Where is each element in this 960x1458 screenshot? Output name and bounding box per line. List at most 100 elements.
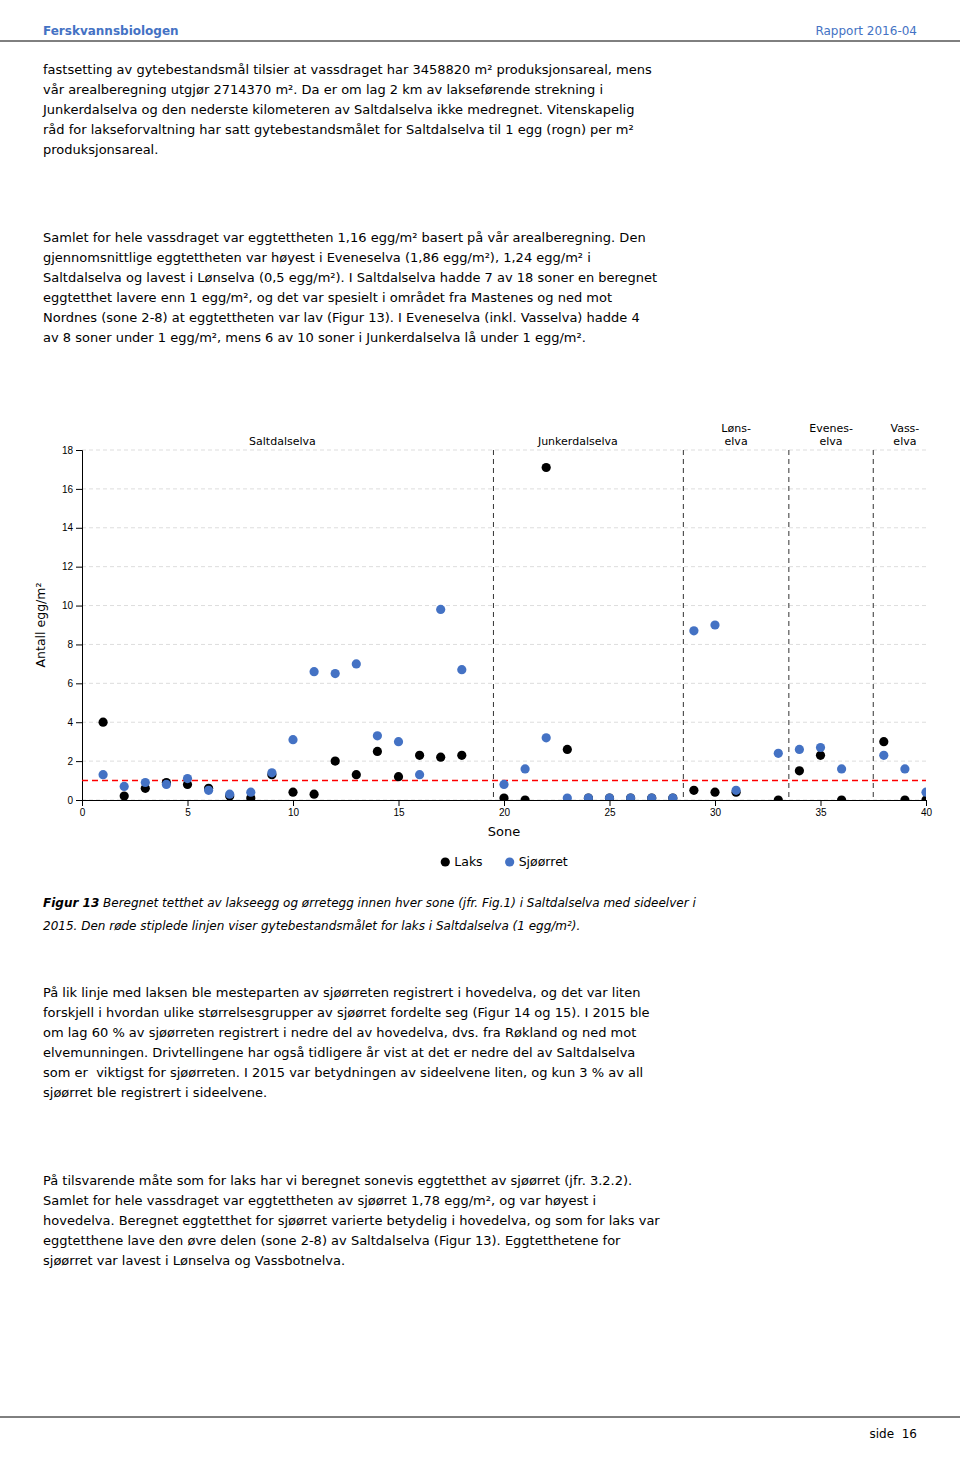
caption-bold: Figur 13: [43, 896, 99, 910]
paragraph-line: forskjell i hvordan ulike størrelsesgrup…: [43, 1005, 650, 1020]
section-label-line: Saltdalselva: [249, 435, 316, 448]
paragraph-line: råd for lakseforvaltning har satt gytebe…: [43, 122, 634, 137]
tick-mark: [76, 644, 82, 645]
point: [373, 731, 382, 740]
point: [162, 780, 171, 789]
grid-line: [82, 683, 926, 684]
tick-mark: [821, 800, 822, 806]
paragraph-line: Junkerdalselva og den nederste kilometer…: [42, 102, 634, 117]
tick: 12: [62, 561, 82, 572]
tick: 18: [62, 445, 82, 456]
legend: Laks Sjøørret: [441, 854, 568, 869]
chart: 0510152025303540024681012141618Saltdalse…: [33, 422, 932, 869]
plot-area: [82, 450, 926, 800]
tick-label: 18: [62, 445, 74, 456]
tick-label: 20: [499, 807, 511, 818]
x-axis-title: Sone: [488, 824, 520, 839]
point: [352, 770, 361, 779]
tick: 16: [62, 484, 82, 495]
paragraph: fastsetting av gytebestandsmål tilsier a…: [42, 62, 652, 157]
tick-mark: [76, 761, 82, 762]
tick: 15: [393, 800, 405, 818]
paragraph-line: Samlet for hele vassdraget var eggtetthe…: [43, 230, 646, 245]
section-label: Junkerdalselva: [537, 435, 618, 448]
point: [795, 766, 804, 775]
grid-line: [82, 761, 926, 762]
tick-mark: [76, 489, 82, 490]
section-label-line: Vass-: [890, 422, 919, 435]
point: [668, 793, 677, 800]
legend-item: Sjøørret: [505, 854, 568, 869]
section-label-line: elva: [820, 435, 843, 448]
point: [563, 745, 572, 754]
paragraph-line: På lik linje med laksen ble mesteparten …: [43, 985, 640, 1000]
paragraph-line: produksjonsareal.: [43, 142, 158, 157]
point: [352, 659, 361, 668]
tick-label: 30: [710, 807, 722, 818]
paragraph-line: av 8 soner under 1 egg/m², mens 6 av 10 …: [43, 330, 586, 345]
point: [605, 793, 614, 800]
tick-label: 4: [67, 717, 73, 728]
page: FerskvannsbiologenRapport 2016-04fastset…: [0, 0, 960, 1458]
tick: 35: [815, 800, 827, 818]
tick-mark: [76, 567, 82, 568]
section-label: Løns-elva: [721, 422, 751, 448]
paragraph-line: På tilsvarende måte som for laks har vi …: [43, 1173, 632, 1188]
series: [99, 605, 927, 800]
point: [99, 718, 108, 727]
legend-marker: [441, 857, 450, 866]
point: [563, 793, 572, 800]
point: [120, 782, 129, 791]
section-label-line: elva: [893, 435, 916, 448]
tick: 0: [80, 800, 86, 818]
point: [710, 788, 719, 797]
point: [837, 795, 846, 800]
point: [331, 757, 340, 766]
point: [310, 667, 319, 676]
x-axis: 0510152025303540: [80, 800, 933, 818]
point: [521, 795, 530, 800]
point: [879, 737, 888, 746]
point: [141, 778, 150, 787]
tick-mark: [76, 683, 82, 684]
grid-line: [82, 605, 926, 606]
point: [394, 737, 403, 746]
point: [689, 626, 698, 635]
tick-label: 25: [604, 807, 616, 818]
tick-label: 2: [67, 756, 73, 767]
grid-line: [82, 566, 926, 567]
paragraph-line: gjennomsnittlige eggtettheten var høyest…: [43, 250, 591, 265]
header-left: Ferskvannsbiologen: [43, 24, 179, 38]
paragraph-line: hovedelva. Beregnet eggtetthet for sjøør…: [43, 1213, 660, 1228]
tick: 20: [499, 800, 511, 818]
point: [457, 751, 466, 760]
point: [921, 788, 926, 797]
y-axis-title: Antall egg/m²: [33, 583, 48, 668]
tick-label: 6: [67, 678, 73, 689]
legend-label: Laks: [454, 854, 482, 869]
y-axis: 024681012141618: [62, 445, 83, 806]
tick-mark: [76, 800, 82, 801]
tick: 5: [185, 800, 191, 818]
point: [795, 745, 804, 754]
tick-mark: [76, 606, 82, 607]
tick-label: 0: [80, 807, 86, 818]
point: [521, 764, 530, 773]
paragraph-line: Samlet for hele vassdraget var eggtetthe…: [43, 1193, 596, 1208]
divider: [493, 450, 494, 800]
point: [499, 780, 508, 789]
tick-label: 10: [288, 807, 300, 818]
point: [900, 764, 909, 773]
section-label-line: elva: [725, 435, 748, 448]
point: [225, 790, 234, 799]
legend-label: Sjøørret: [519, 854, 568, 869]
series: [99, 463, 927, 800]
point: [331, 669, 340, 678]
point: [584, 793, 593, 800]
paragraph: Samlet for hele vassdraget var eggtetthe…: [43, 230, 657, 345]
grid-line: [82, 644, 926, 645]
paragraph-line: om lag 60 % av sjøørreten registrert i n…: [43, 1025, 636, 1040]
tick: 0: [67, 795, 82, 806]
legend-item: Laks: [441, 854, 483, 869]
paragraph: På lik linje med laksen ble mesteparten …: [43, 985, 650, 1100]
